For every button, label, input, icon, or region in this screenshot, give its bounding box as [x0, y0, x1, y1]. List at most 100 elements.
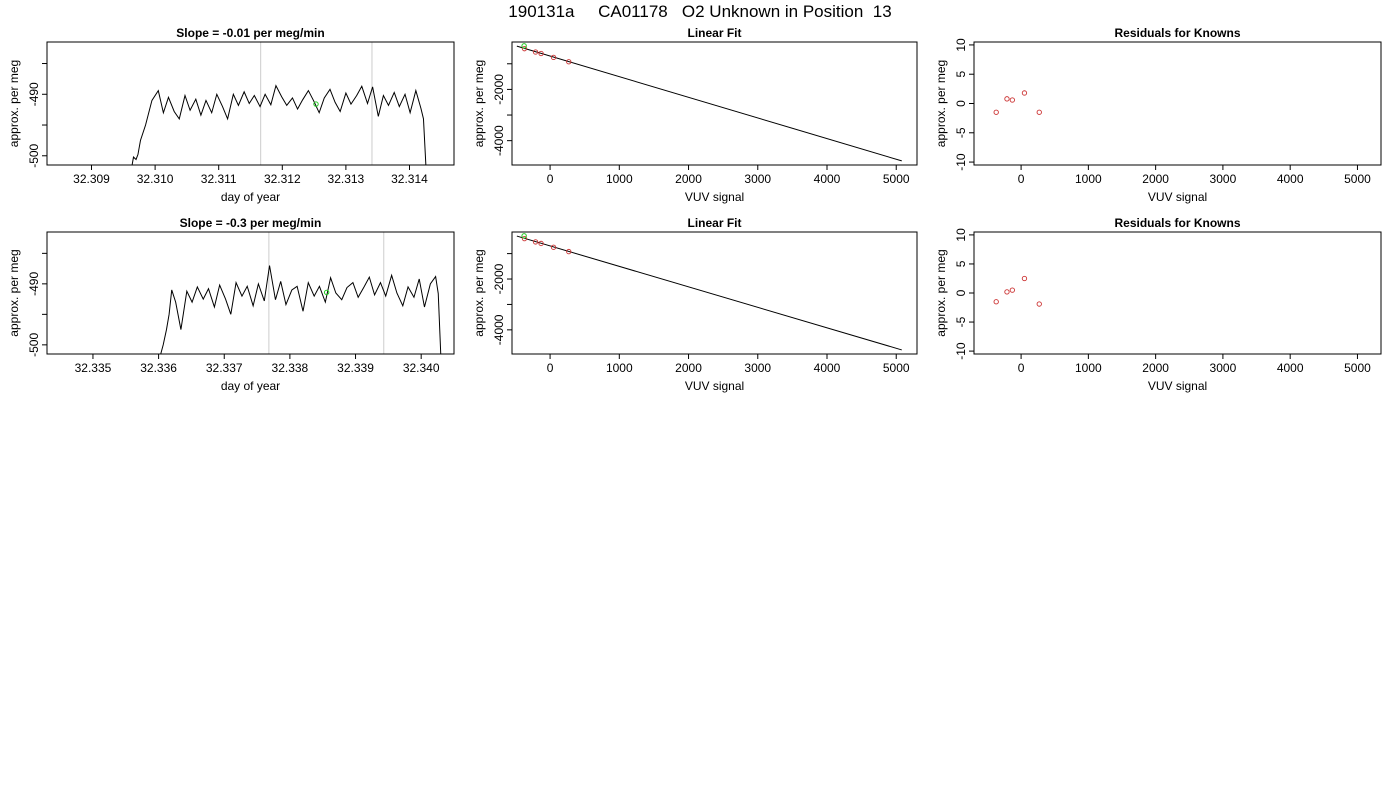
- y-axis-label: approx. per meg: [472, 249, 486, 336]
- x-tick-label: 32.340: [403, 361, 440, 375]
- x-tick-label: 1000: [606, 361, 633, 375]
- y-tick-label: -5: [954, 127, 968, 138]
- x-tick-label: 3000: [1210, 361, 1237, 375]
- x-tick-label: 5000: [883, 172, 910, 186]
- chart-title: Linear Fit: [687, 26, 741, 40]
- x-tick-label: 32.339: [337, 361, 374, 375]
- x-axis-label: VUV signal: [685, 379, 744, 393]
- chart-panel-2: 0 1000 2000 3000 4000 5000 -4000 -2000 Linear Fi…: [472, 26, 918, 204]
- x-tick-label: 32.311: [201, 172, 237, 186]
- data-point: [566, 59, 572, 65]
- plot-area: [160, 232, 442, 354]
- x-tick-label: 2000: [675, 172, 702, 186]
- chart-panel-4: 32.335 32.336 32.337 32.338 32.339 32.340 -500…: [7, 216, 455, 393]
- y-tick-label: 0: [954, 289, 968, 296]
- data-point: [550, 54, 557, 61]
- y-tick-label: -500: [27, 333, 41, 357]
- x-tick-label: 32.336: [140, 361, 177, 375]
- x-tick-label: 0: [547, 172, 554, 186]
- chart-panel-3: 0 1000 2000 3000 4000 5000 -10 -5 0 5 10 Residuals …: [934, 26, 1382, 204]
- x-tick-label: 5000: [1344, 172, 1371, 186]
- chart-panel-5: 0 1000 2000 3000 4000 5000 -4000 -2000 Linear Fi…: [472, 216, 918, 393]
- highlight-point: [521, 43, 527, 49]
- data-point: [550, 244, 557, 250]
- x-tick-label: 1000: [1075, 172, 1102, 186]
- chart-title: Linear Fit: [687, 216, 741, 230]
- x-tick-label: 32.309: [73, 172, 110, 186]
- x-tick-label: 32.337: [206, 361, 243, 375]
- y-tick-label: -4000: [492, 125, 506, 156]
- chart-title: Slope = -0.01 per meg/min: [176, 26, 324, 40]
- series-line: [131, 84, 427, 165]
- x-tick-label: 4000: [1277, 361, 1304, 375]
- x-tick-label: 5000: [1344, 361, 1371, 375]
- y-tick-label: 10: [954, 228, 968, 242]
- x-tick-label: 4000: [814, 172, 841, 186]
- plot-frame: [973, 231, 1382, 355]
- y-tick-label: -4000: [492, 314, 506, 345]
- y-tick-label: -500: [27, 143, 41, 167]
- y-axis-label: approx. per meg: [7, 249, 21, 336]
- plot-frame: [973, 41, 1382, 166]
- data-point: [1009, 97, 1015, 103]
- y-tick-label: -2000: [492, 74, 506, 105]
- x-tick-label: 1000: [1075, 361, 1102, 375]
- y-tick-label: 5: [954, 71, 968, 78]
- chart-panel-1: 32.309 32.310 32.311 32.312 32.313 32.314 -500…: [7, 26, 455, 204]
- chart-title: Residuals for Knowns: [1114, 216, 1240, 230]
- x-tick-label: 32.310: [137, 172, 174, 186]
- plot-area: [516, 43, 902, 162]
- y-axis-label: approx. per meg: [934, 60, 948, 147]
- y-tick-label: 10: [954, 38, 968, 52]
- plot-frame: [46, 231, 455, 355]
- x-tick-label: 3000: [744, 172, 771, 186]
- y-tick-label: -490: [27, 82, 41, 106]
- plot-frame: [511, 231, 918, 355]
- x-tick-label: 2000: [675, 361, 702, 375]
- data-point: [521, 235, 528, 242]
- fit-line: [516, 45, 902, 162]
- plot-frame: [511, 41, 918, 166]
- x-tick-label: 0: [1018, 172, 1025, 186]
- y-tick-label: 0: [954, 100, 968, 107]
- fit-line: [516, 235, 902, 351]
- x-axis-label: VUV signal: [685, 190, 744, 204]
- plot-area: [993, 275, 1042, 307]
- chart-title: Slope = -0.3 per meg/min: [180, 216, 322, 230]
- data-point: [1036, 301, 1042, 307]
- data-point: [1021, 275, 1028, 282]
- data-point: [532, 49, 539, 55]
- x-tick-label: 32.313: [328, 172, 365, 186]
- y-tick-label: -10: [954, 342, 968, 360]
- x-tick-label: 32.314: [391, 172, 428, 186]
- y-tick-label: 5: [954, 260, 968, 267]
- x-tick-label: 4000: [1277, 172, 1304, 186]
- x-axis-label: VUV signal: [1148, 190, 1207, 204]
- plot-area: [993, 90, 1042, 115]
- data-point: [1004, 289, 1010, 295]
- x-axis-label: day of year: [221, 190, 280, 204]
- y-axis-label: approx. per meg: [7, 60, 21, 147]
- figure-title: 190131a CA01178 O2 Unknown in Position 1…: [508, 2, 892, 21]
- x-tick-label: 32.338: [272, 361, 309, 375]
- highlight-point: [313, 101, 319, 107]
- y-tick-label: -2000: [492, 263, 506, 294]
- data-point: [1009, 287, 1015, 293]
- data-point: [993, 299, 999, 305]
- x-tick-label: 2000: [1142, 172, 1169, 186]
- data-point: [993, 109, 999, 115]
- data-point: [532, 239, 539, 245]
- x-tick-label: 5000: [883, 361, 910, 375]
- chart-panel-6: 0 1000 2000 3000 4000 5000 -10 -5 0 5 10 Residuals …: [934, 216, 1382, 393]
- highlight-point: [521, 233, 527, 239]
- x-axis-label: VUV signal: [1148, 379, 1207, 393]
- y-tick-label: -490: [27, 272, 41, 296]
- data-point: [538, 50, 544, 57]
- chart-title: Residuals for Knowns: [1114, 26, 1240, 40]
- x-tick-label: 32.312: [264, 172, 301, 186]
- data-point: [1004, 96, 1010, 102]
- x-tick-label: 3000: [744, 361, 771, 375]
- y-axis-label: approx. per meg: [472, 60, 486, 147]
- series-line: [160, 265, 442, 354]
